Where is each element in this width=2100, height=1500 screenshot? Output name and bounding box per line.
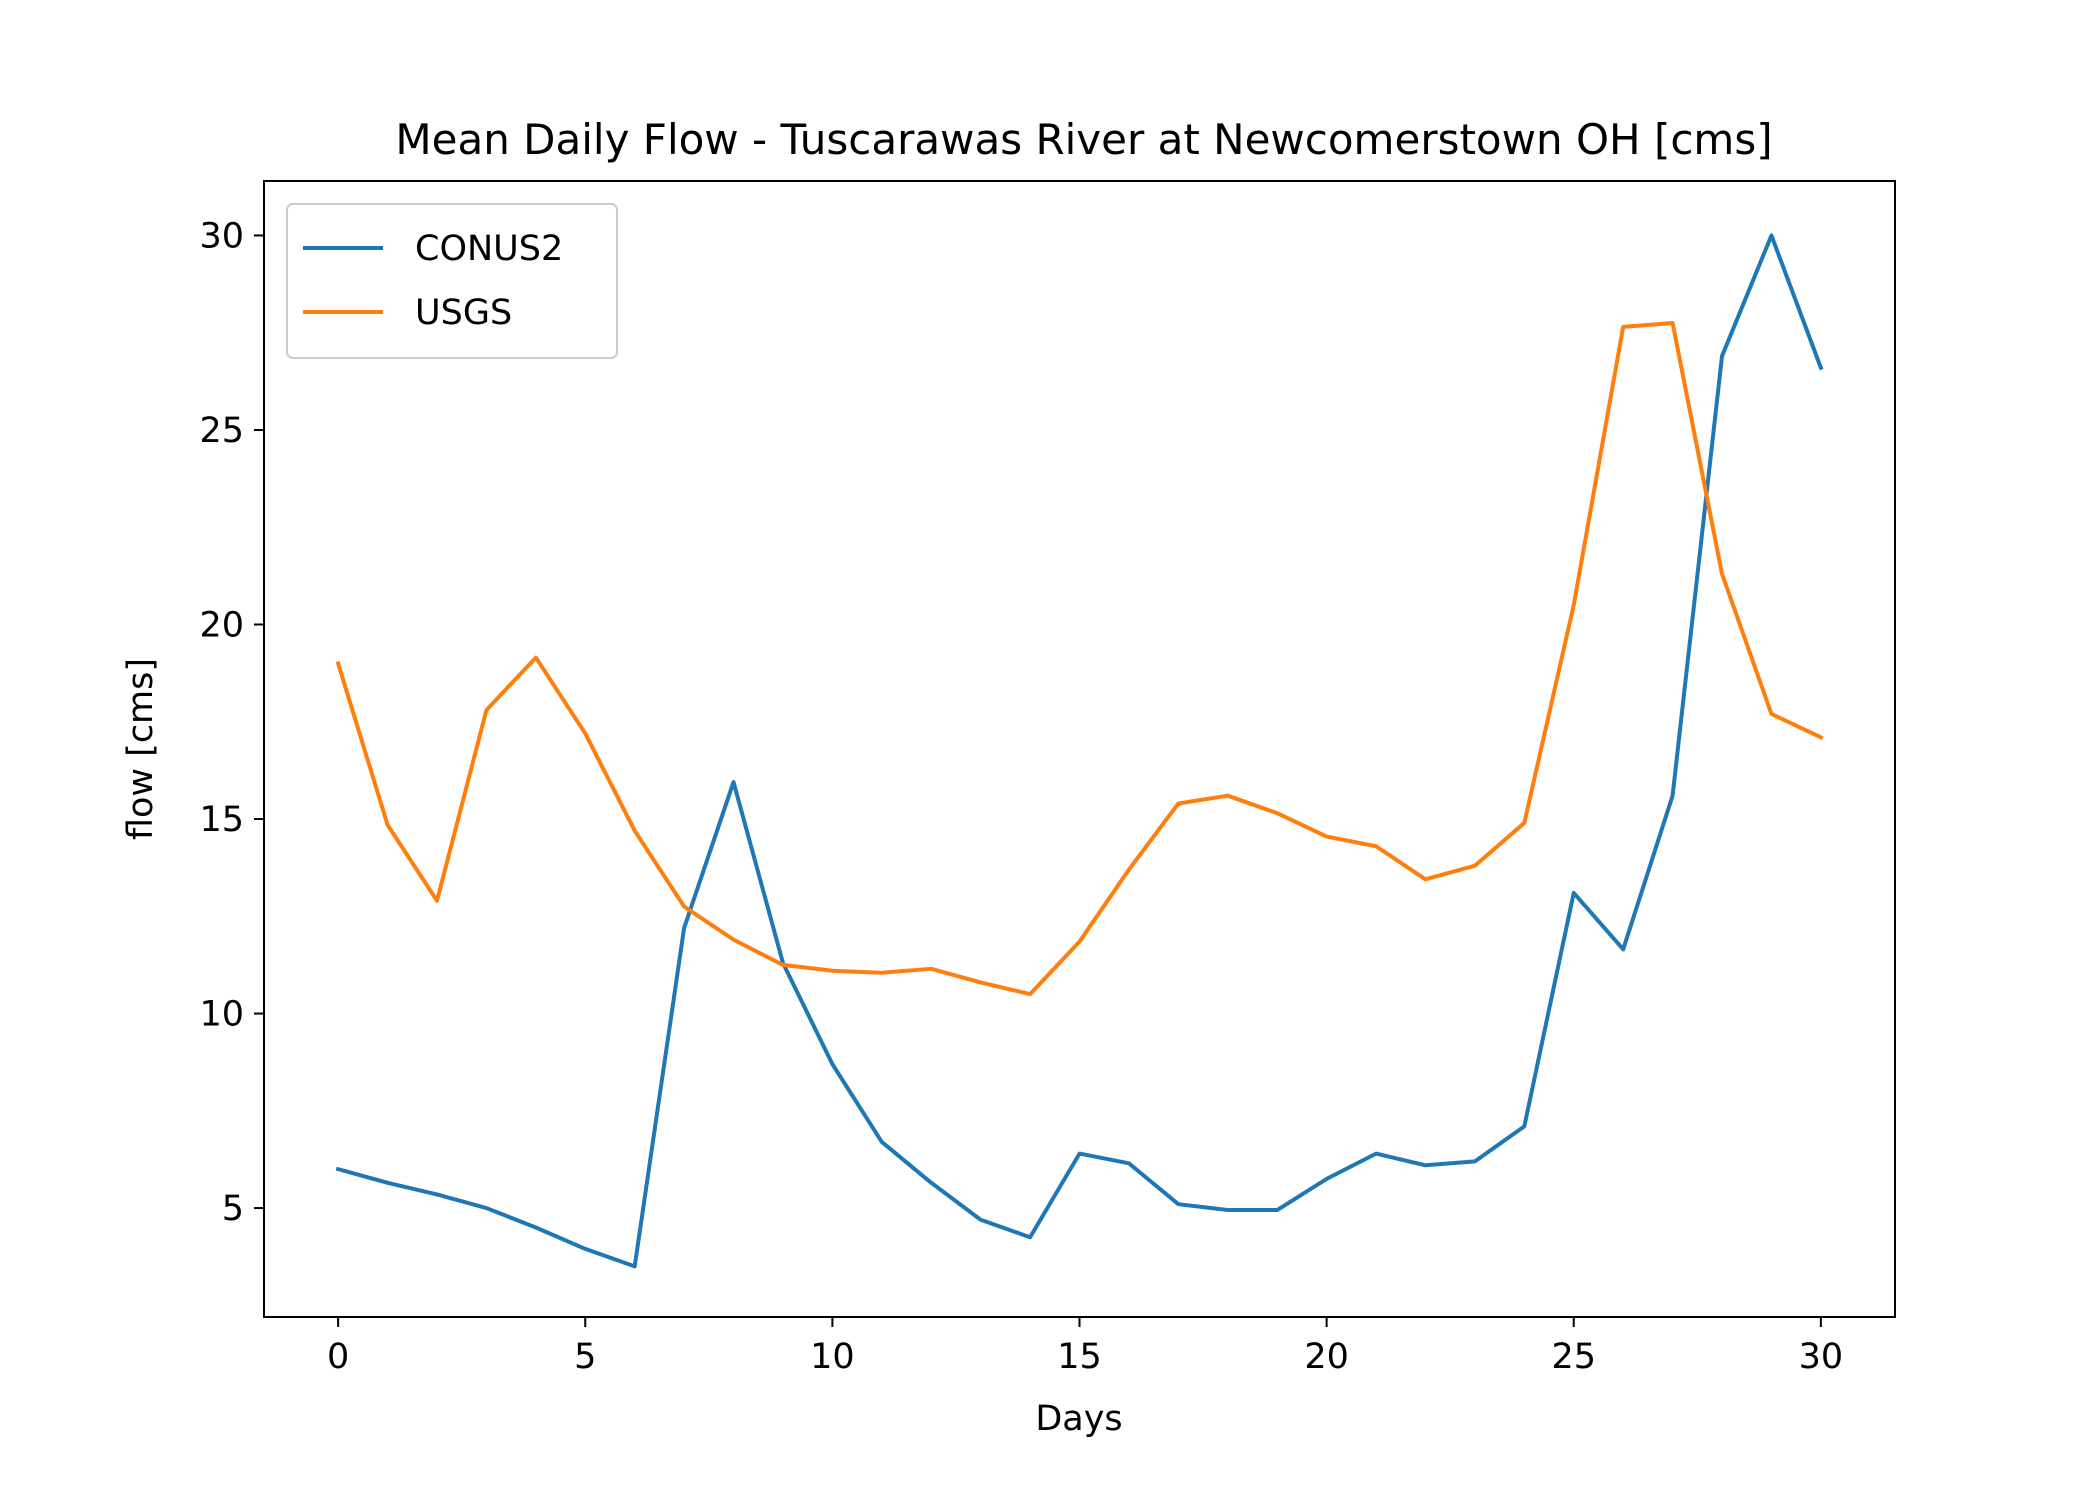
y-tick-label: 20	[199, 606, 244, 646]
legend: CONUS2 USGS	[286, 203, 618, 359]
chart-title: Mean Daily Flow - Tuscarawas River at Ne…	[395, 115, 1772, 164]
series-layer	[335, 233, 1824, 1269]
y-axis-label: flow [cms]	[121, 658, 161, 840]
series-line-usgs	[335, 321, 1824, 997]
x-tick-label: 15	[1057, 1337, 1102, 1377]
x-axis-label: Days	[1035, 1399, 1122, 1439]
x-tick-label: 10	[810, 1337, 855, 1377]
x-axis: 0 5 10 15 20 25 30	[327, 1317, 1843, 1377]
y-tick-label: 10	[199, 995, 244, 1035]
x-tick-label: 20	[1304, 1337, 1349, 1377]
x-tick-label: 30	[1799, 1337, 1844, 1377]
legend-label-conus2: CONUS2	[415, 229, 563, 269]
x-tick-label: 25	[1551, 1337, 1596, 1377]
y-tick-label: 5	[222, 1189, 244, 1229]
y-tick-label: 25	[199, 411, 244, 451]
y-tick-label: 15	[199, 800, 244, 840]
legend-box	[286, 203, 618, 359]
x-tick-label: 5	[574, 1337, 596, 1377]
series-line-conus2	[335, 233, 1824, 1269]
legend-label-usgs: USGS	[415, 293, 512, 333]
x-tick-label: 0	[327, 1337, 349, 1377]
y-axis: 5 10 15 20 25 30	[199, 216, 264, 1229]
y-tick-label: 30	[199, 216, 244, 256]
